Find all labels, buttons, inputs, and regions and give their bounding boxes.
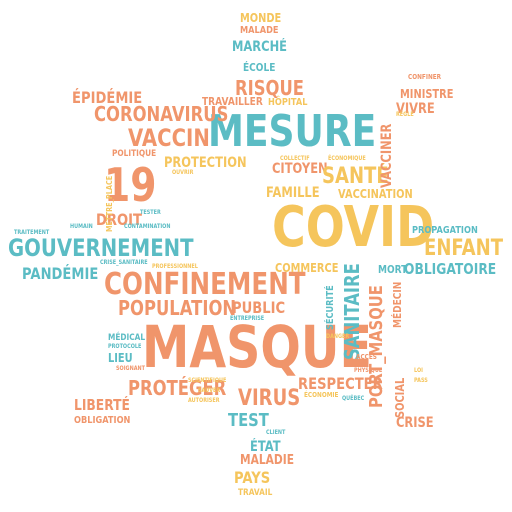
word-droit: DROIT bbox=[96, 210, 142, 229]
word-travailler: TRAVAILLER bbox=[202, 95, 263, 108]
word-medical: MÉDICAL bbox=[108, 333, 146, 343]
word-confiner: CONFINER bbox=[408, 73, 442, 81]
word-lieu: LIEU bbox=[108, 351, 133, 365]
word-professionnel: PROFESSIONNEL bbox=[152, 263, 198, 270]
word-gouvernement: GOUVERNEMENT bbox=[8, 234, 194, 262]
word-virus: VIRUS bbox=[238, 386, 301, 411]
word-social: SOCIAL bbox=[393, 377, 407, 418]
word-ministre: MINISTRE bbox=[400, 87, 454, 101]
word-population: POPULATION bbox=[118, 296, 237, 320]
word-quebec: QUÉBEC bbox=[342, 395, 365, 402]
word-sauver: SAUVER bbox=[198, 387, 221, 394]
word-vivre: VIVRE bbox=[396, 101, 435, 117]
word-humain: HUMAIN bbox=[70, 223, 93, 230]
word-hopital: HÔPITAL bbox=[268, 97, 308, 108]
word-commerce: COMMERCE bbox=[275, 261, 339, 275]
word-proteger: PROTÉGER bbox=[128, 376, 227, 400]
word-mettre-place: METTRE_PLACE bbox=[105, 175, 114, 232]
word-coronavirus: CORONAVIRUS bbox=[94, 102, 229, 126]
word-ouvrir: OUVRIR bbox=[172, 169, 194, 176]
word-propagation: PROPAGATION bbox=[412, 225, 478, 236]
word-malade: MALADE bbox=[240, 25, 279, 36]
word-masque: MASQUE bbox=[142, 313, 372, 381]
word-mort: MORT bbox=[378, 263, 408, 276]
word-etat: ÉTAT bbox=[250, 439, 281, 455]
word-test: TEST bbox=[228, 410, 269, 431]
word-vaccin: VACCIN bbox=[128, 124, 210, 152]
word-regle: RÈGLE bbox=[396, 111, 414, 118]
word-respecter: RESPECTER bbox=[298, 374, 383, 393]
word-danger: DANGER bbox=[326, 333, 350, 340]
word-loi: LOI bbox=[414, 367, 423, 374]
word-ecole: ÉCOLE bbox=[243, 61, 276, 74]
word-liberte: LIBERTÉ bbox=[74, 396, 130, 414]
word-medecin: MÉDECIN bbox=[391, 281, 404, 328]
word-confinement: CONFINEMENT bbox=[104, 267, 306, 302]
word-sante: SANTÉ bbox=[322, 164, 389, 189]
word-client: CLIENT bbox=[266, 429, 286, 436]
word-marche: MARCHÉ bbox=[232, 39, 288, 55]
word-physique: PHYSIQUE bbox=[354, 367, 383, 374]
word-monde: MONDE bbox=[240, 11, 282, 25]
word-pays: PAYS bbox=[234, 468, 271, 487]
word-crise: CRISE bbox=[396, 415, 434, 431]
word-vacciner: VACCINER bbox=[379, 123, 395, 188]
word-scientifique: SCIENTIFIQUE bbox=[188, 377, 227, 384]
word-collectif: COLLECTIF bbox=[280, 155, 310, 162]
word-obligation: OBLIGATION bbox=[74, 415, 131, 426]
word-obligatoire: OBLIGATOIRE bbox=[404, 260, 497, 278]
word-politique: POLITIQUE bbox=[112, 149, 157, 159]
word-economique: ÉCONOMIQUE bbox=[328, 155, 366, 162]
word-19: 19 bbox=[104, 158, 157, 212]
word-acces: ACCÈS bbox=[356, 353, 377, 361]
word-sanitaire: SANITAIRE bbox=[340, 263, 364, 360]
word-famille: FAMILLE bbox=[266, 185, 320, 201]
word-travail: TRAVAIL bbox=[238, 488, 273, 498]
word-securite: SÉCURITÉ bbox=[325, 285, 336, 330]
word-epidemie: ÉPIDÉMIE bbox=[72, 88, 143, 107]
word-traitement: TRAITEMENT bbox=[14, 229, 50, 236]
word-maladie: MALADIE bbox=[240, 453, 295, 468]
word-pandemie: PANDÉMIE bbox=[22, 264, 99, 283]
word-mesure: MESURE bbox=[208, 106, 377, 157]
word-soignant: SOIGNANT bbox=[116, 365, 145, 372]
word-vaccination: VACCINATION bbox=[338, 187, 413, 201]
word-economie: ÉCONOMIE bbox=[304, 391, 339, 399]
word-autoriser: AUTORISER bbox=[188, 397, 220, 404]
word-covid: COVID bbox=[272, 195, 435, 260]
word-protection: PROTECTION bbox=[164, 155, 247, 171]
word-citoyen: CITOYEN bbox=[272, 161, 328, 177]
word-risque: RISQUE bbox=[235, 76, 305, 100]
word-protocole: PROTOCOLE bbox=[108, 343, 142, 350]
word-crise-sanitaire: CRISE_SANITAIRE bbox=[100, 259, 148, 266]
word-public: PUBLIC bbox=[232, 298, 286, 317]
word-contamination: CONTAMINATION bbox=[124, 223, 171, 230]
word-tester: TESTER bbox=[140, 209, 161, 216]
word-pass: PASS bbox=[414, 377, 428, 384]
word-entreprise: ENTREPRISE bbox=[230, 315, 265, 322]
word-enfant: ENFANT bbox=[424, 236, 504, 261]
